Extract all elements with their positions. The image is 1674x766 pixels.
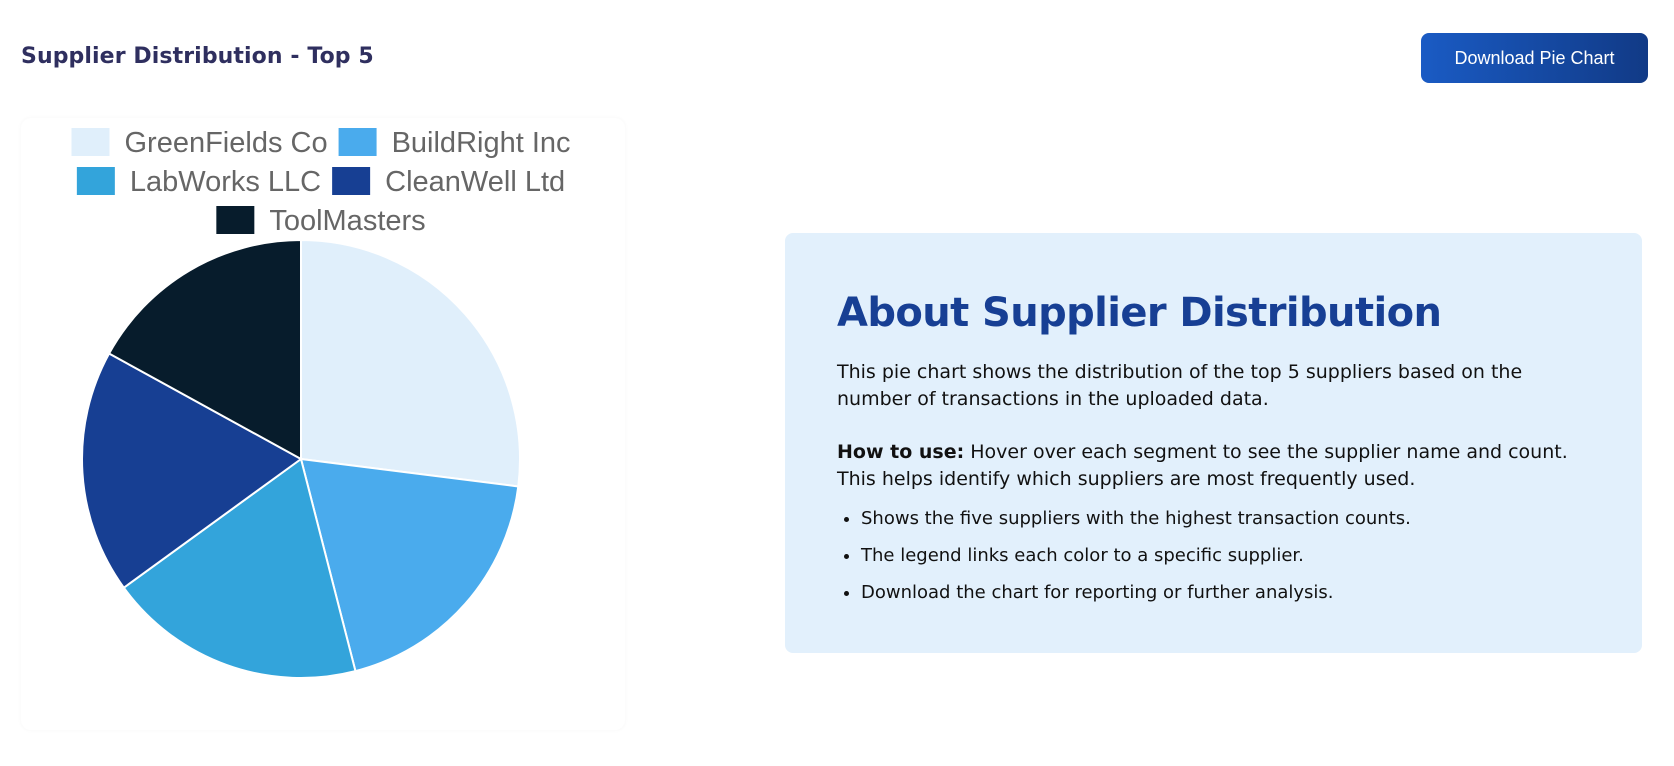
legend-swatch — [332, 167, 371, 195]
legend-label: ToolMasters — [269, 205, 425, 237]
legend-item[interactable]: LabWorks LLC — [76, 166, 321, 198]
list-item: The legend links each color to a specifi… — [861, 544, 1590, 568]
pie-chart-card: GreenFields Co BuildRight Inc LabWorks LLC… — [21, 118, 625, 730]
info-howto: How to use: Hover over each segment to s… — [837, 439, 1597, 493]
legend-item[interactable]: GreenFields Co — [71, 127, 328, 159]
list-item: Download the chart for reporting or furt… — [861, 581, 1590, 605]
legend-item[interactable]: CleanWell Ltd — [332, 166, 565, 198]
info-panel: About Supplier Distribution This pie cha… — [785, 233, 1642, 653]
legend-swatch — [338, 128, 377, 156]
pie-slice-toolmasters[interactable] — [107, 238, 302, 461]
legend-swatch — [216, 206, 255, 234]
pie-chart: GreenFields Co BuildRight Inc LabWorks LLC… — [71, 127, 571, 679]
howto-text: Hover over each segment to see the suppl… — [837, 441, 1568, 490]
legend-swatch — [71, 128, 110, 156]
legend-swatch — [76, 167, 115, 195]
info-bullet-list: Shows the five suppliers with the highes… — [837, 507, 1590, 605]
pie-slice-labworks-llc[interactable] — [122, 457, 357, 679]
list-item: Shows the five suppliers with the highes… — [861, 507, 1590, 531]
download-pie-chart-button[interactable]: Download Pie Chart — [1421, 33, 1648, 83]
pie-slice-greenfields-co[interactable] — [300, 238, 521, 488]
info-description: This pie chart shows the distribution of… — [837, 361, 1523, 410]
legend-label: LabWorks LLC — [130, 166, 321, 198]
info-title: About Supplier Distribution — [837, 290, 1442, 336]
legend-label: BuildRight Inc — [392, 127, 571, 159]
legend-label: GreenFields Co — [124, 127, 327, 159]
legend-item[interactable]: BuildRight Inc — [338, 127, 571, 159]
pie-slice-buildright-inc[interactable] — [299, 457, 520, 673]
howto-label: How to use: — [837, 441, 965, 463]
page-title: Supplier Distribution - Top 5 — [21, 44, 374, 69]
legend-label: CleanWell Ltd — [385, 166, 565, 198]
legend-item[interactable]: ToolMasters — [216, 205, 426, 237]
pie-slice-cleanwell-ltd[interactable] — [81, 352, 303, 590]
